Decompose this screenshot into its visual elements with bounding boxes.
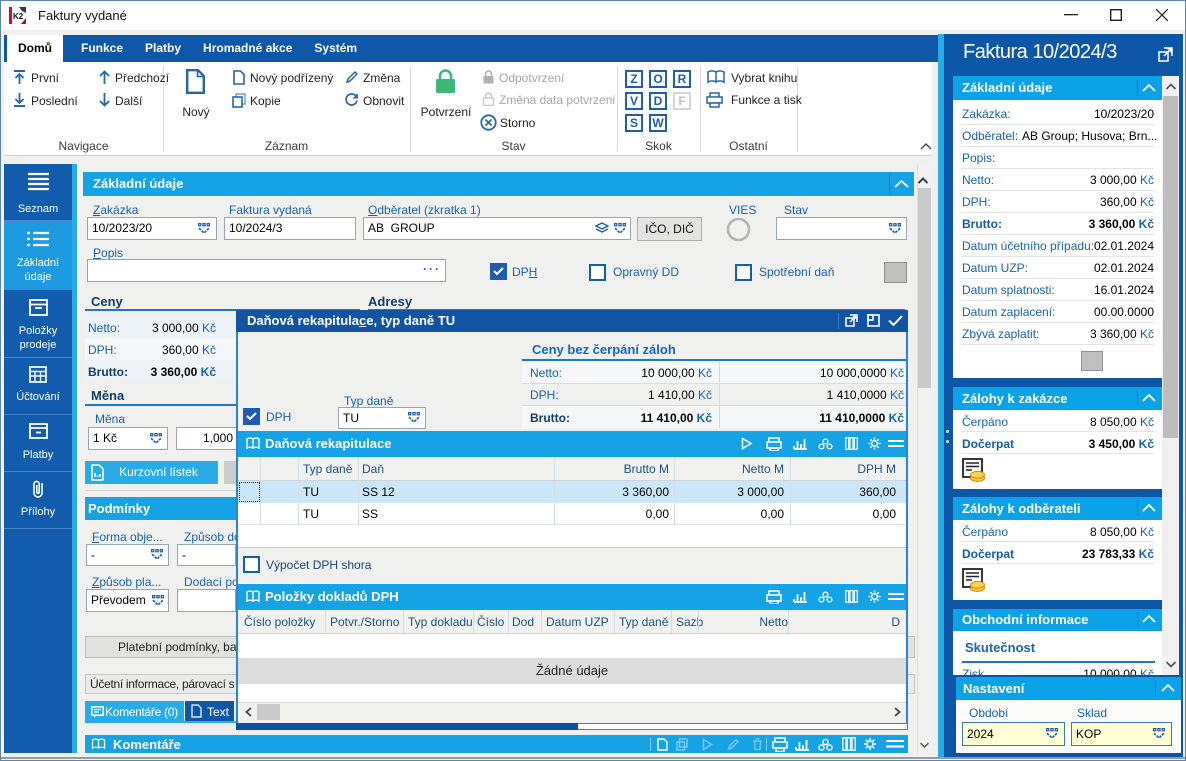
svg-text:K2: K2	[13, 12, 24, 21]
